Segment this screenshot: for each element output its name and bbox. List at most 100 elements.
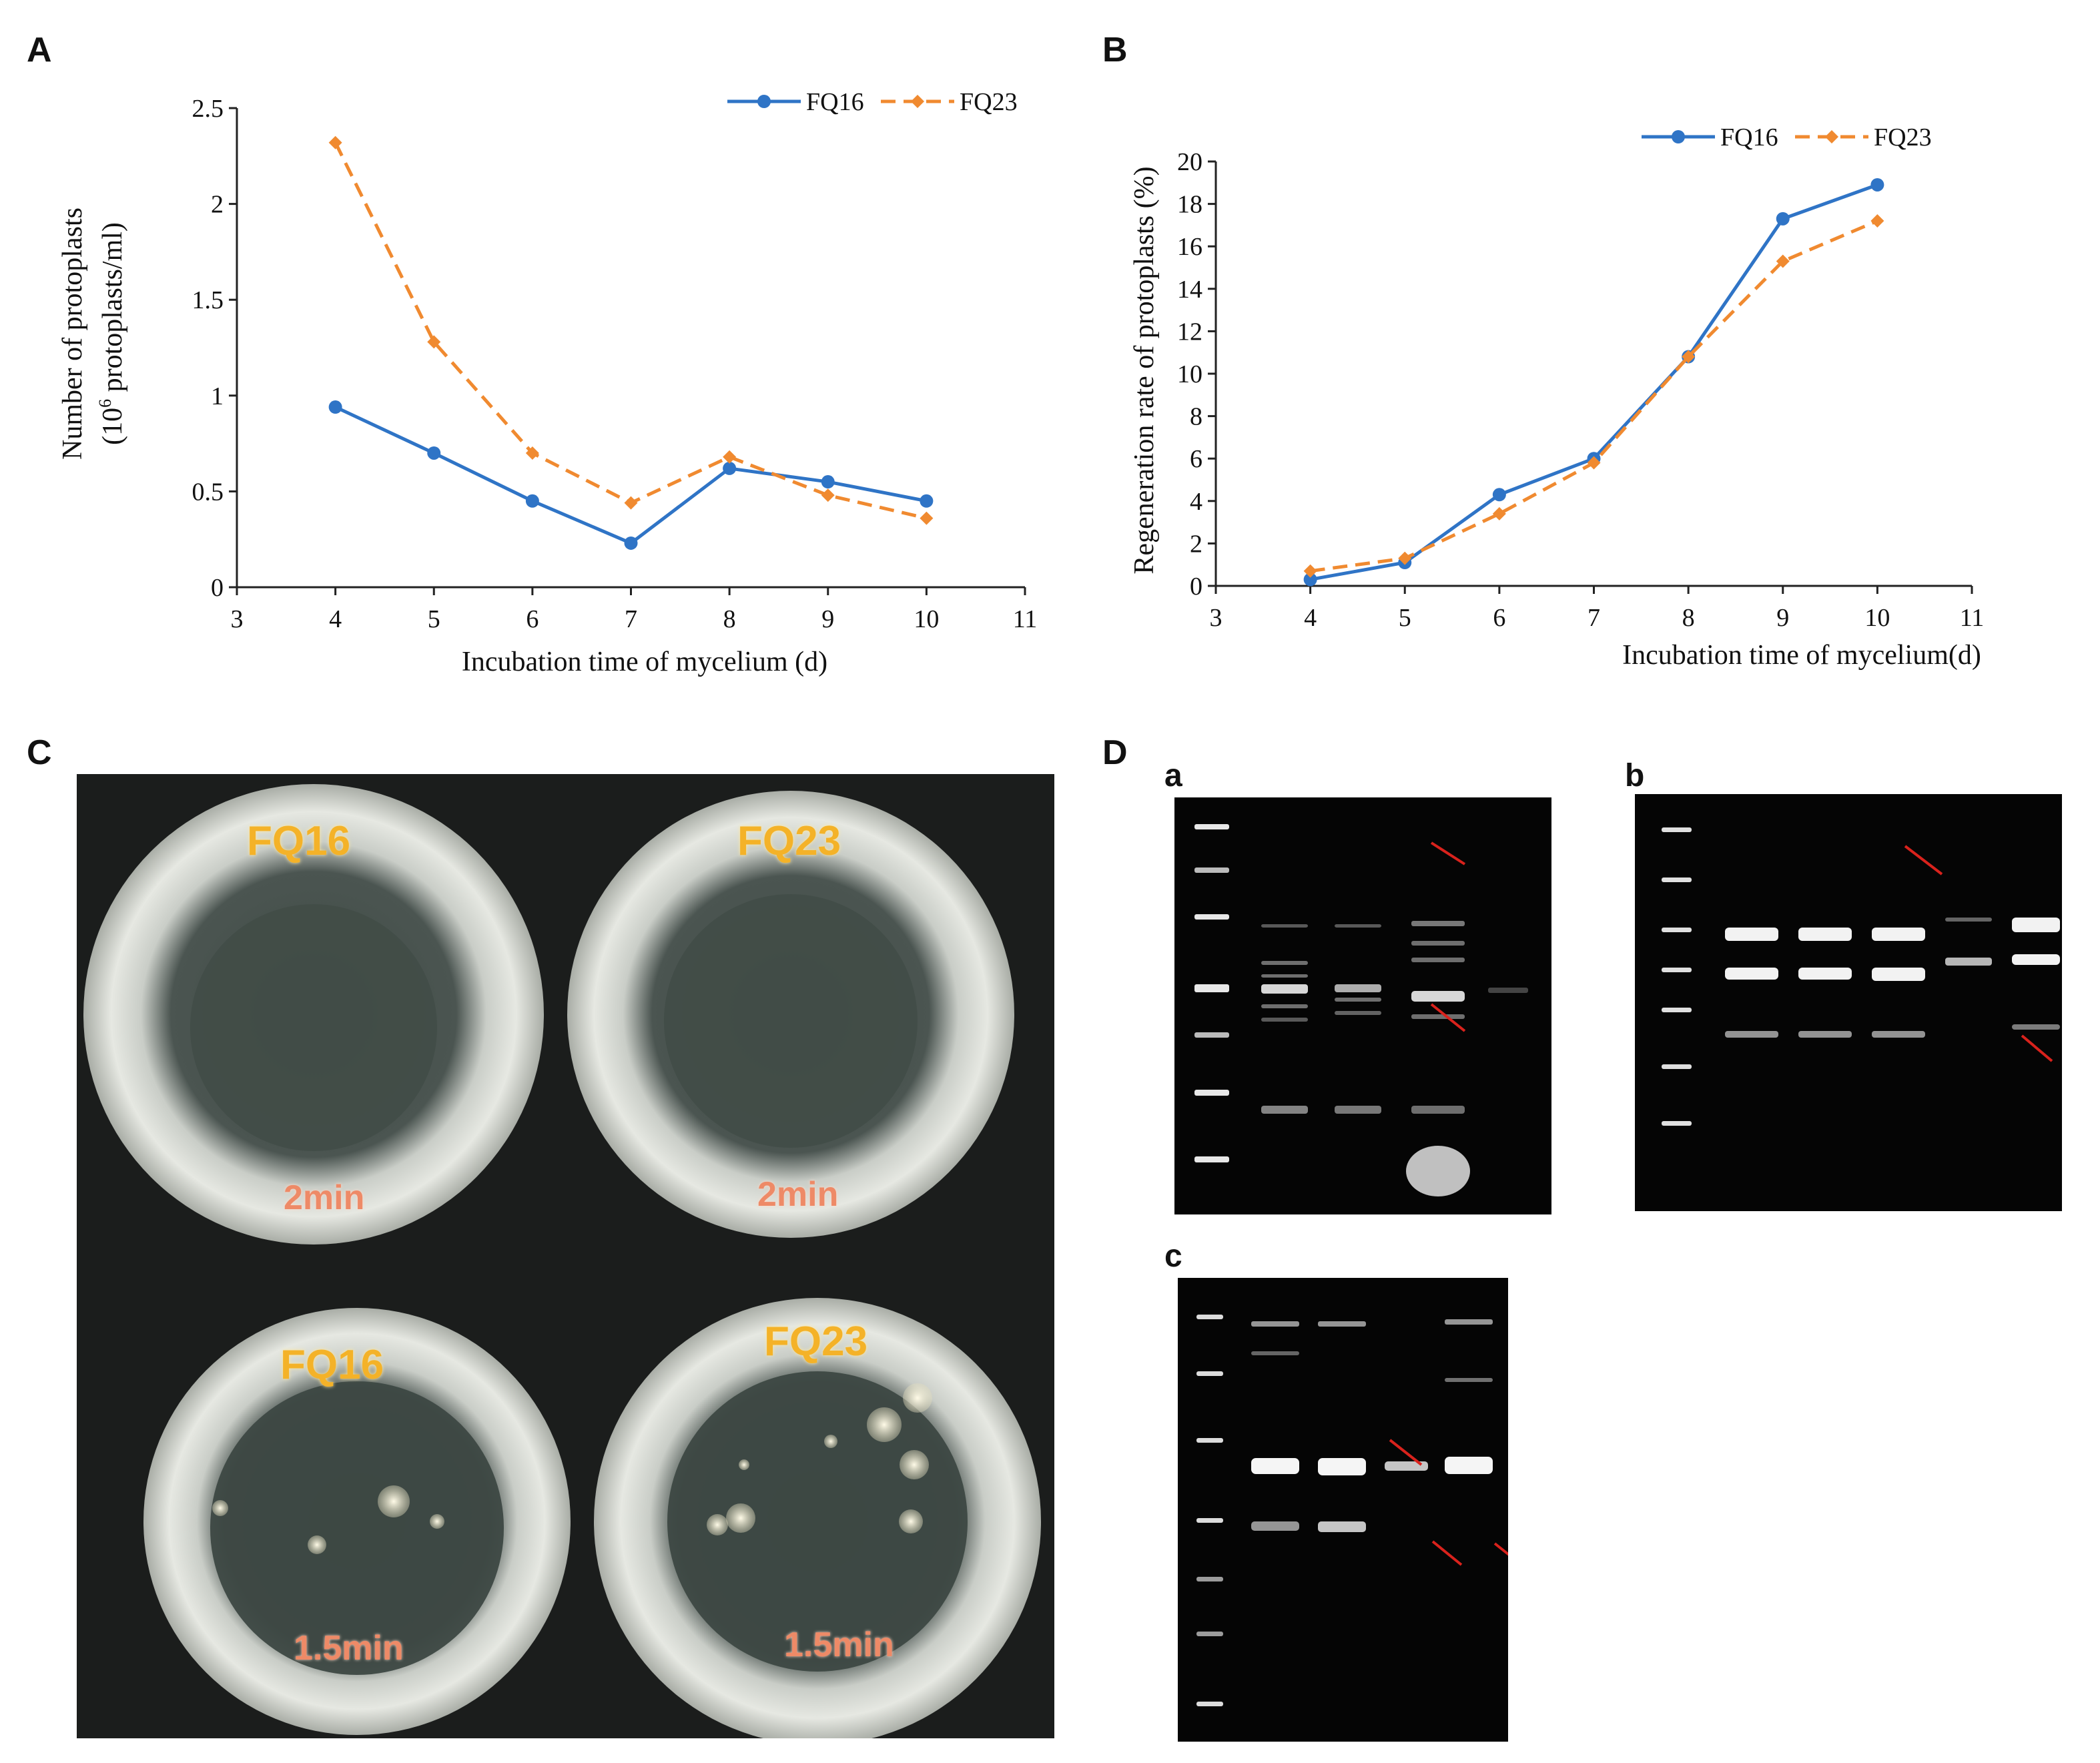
- dish-bottom-left: [143, 1308, 571, 1735]
- gel-label-a: a: [1164, 758, 1182, 793]
- dish-label-2: FQ23: [737, 818, 841, 864]
- x-tick-label: 10: [914, 605, 939, 633]
- data-point-fq16: [1870, 178, 1884, 192]
- series-line-fq23: [334, 141, 927, 520]
- chart-b-ylabel: Regeneration rate of protoplasts (%): [1129, 166, 1160, 574]
- gel-image-c: [1178, 1278, 1508, 1742]
- y-tick-label: 0.5: [192, 478, 224, 506]
- data-point-fq23: [1587, 456, 1601, 470]
- data-point-fq16: [1303, 573, 1317, 587]
- data-point-fq16: [920, 494, 934, 508]
- data-point-fq16: [821, 475, 835, 489]
- legend-marker: [757, 95, 771, 108]
- y-tick-label: 2: [211, 191, 224, 219]
- chart-a-ylabel: Number of protoplasts: [57, 208, 88, 460]
- data-point-fq23: [624, 496, 638, 510]
- data-point-fq23: [1870, 214, 1884, 228]
- data-point-fq23: [1492, 506, 1506, 520]
- data-point-fq23: [1776, 254, 1790, 268]
- legend-marker: [1672, 130, 1685, 143]
- time-label-3: 1.5min: [294, 1629, 404, 1668]
- legend-label-fq23: FQ23: [1874, 123, 1932, 151]
- y-tick-label: 20: [1177, 148, 1202, 176]
- x-tick-label: 4: [1304, 604, 1317, 632]
- y-tick-label: 16: [1177, 233, 1202, 261]
- dish-label-1: FQ16: [247, 818, 351, 864]
- x-tick-label: 3: [1210, 604, 1222, 632]
- time-label-4: 1.5min: [784, 1626, 894, 1664]
- x-tick-label: 3: [231, 605, 244, 633]
- series-line-fq16: [334, 405, 927, 545]
- x-tick-label: 4: [329, 605, 342, 633]
- chart-b-xlabel: Incubation time of mycelium(d): [1622, 640, 1981, 671]
- data-point-fq23: [1398, 551, 1412, 565]
- y-tick-label: 2: [1190, 530, 1202, 558]
- x-tick-label: 11: [1960, 604, 1985, 632]
- data-point-fq23: [821, 488, 835, 502]
- data-point-fq16: [328, 400, 342, 414]
- data-point-fq23: [920, 511, 934, 525]
- y-tick-label: 10: [1177, 360, 1202, 388]
- dish-label-3: FQ16: [280, 1342, 384, 1388]
- x-tick-label: 5: [428, 605, 440, 633]
- dish-top-left: [83, 784, 544, 1245]
- dish-bottom-right: [594, 1298, 1041, 1738]
- y-tick-label: 6: [1190, 445, 1202, 473]
- time-label-1: 2min: [284, 1178, 365, 1217]
- x-tick-label: 7: [625, 605, 637, 633]
- y-tick-label: 14: [1177, 276, 1202, 304]
- data-point-fq23: [328, 135, 342, 149]
- time-label-2: 2min: [757, 1175, 839, 1214]
- data-point-fq16: [525, 494, 539, 508]
- gel-image-a: [1174, 797, 1551, 1214]
- x-tick-label: 8: [723, 605, 736, 633]
- panel-label-c: C: [27, 733, 52, 772]
- legend-label-fq16: FQ16: [1720, 123, 1778, 151]
- x-tick-label: 6: [1493, 604, 1505, 632]
- gel-label-b: b: [1625, 758, 1645, 793]
- panel-label-a: A: [27, 31, 52, 69]
- dish-label-4: FQ23: [764, 1319, 868, 1365]
- data-point-fq23: [1303, 564, 1317, 578]
- panel-label-b: B: [1102, 31, 1128, 69]
- data-point-fq23: [723, 450, 737, 464]
- y-tick-label: 8: [1190, 403, 1202, 431]
- series-line-fq23: [1310, 219, 1878, 573]
- x-tick-label: 7: [1588, 604, 1600, 632]
- y-tick-label: 1.5: [192, 286, 224, 314]
- y-tick-label: 0: [211, 574, 224, 602]
- dish-top-right: [567, 791, 1014, 1238]
- x-tick-label: 10: [1864, 604, 1890, 632]
- data-point-fq23: [427, 335, 441, 349]
- y-tick-label: 4: [1190, 488, 1202, 516]
- data-point-fq23: [525, 446, 539, 460]
- legend-marker: [911, 95, 924, 108]
- legend-label-fq23: FQ23: [960, 88, 1018, 116]
- y-tick-label: 0: [1190, 573, 1202, 601]
- x-tick-label: 11: [1013, 605, 1038, 633]
- data-point-fq16: [624, 536, 638, 550]
- chart-a-ylabel-units: (106 protoplasts/ml): [95, 222, 128, 445]
- y-tick-label: 18: [1177, 191, 1202, 219]
- data-point-fq23: [1682, 350, 1696, 364]
- data-point-fq16: [1776, 212, 1790, 226]
- legend-marker: [1825, 130, 1838, 143]
- x-tick-label: 9: [1776, 604, 1789, 632]
- x-tick-label: 6: [526, 605, 539, 633]
- data-point-fq16: [723, 461, 737, 475]
- data-point-fq16: [1492, 488, 1506, 502]
- gel-image-b: [1635, 794, 2062, 1211]
- petri-dish-photo: FQ16 FQ23 FQ16 FQ23 2min 2min 1.5min 1.5…: [77, 774, 1054, 1738]
- legend-label-fq16: FQ16: [806, 88, 864, 116]
- x-tick-label: 5: [1399, 604, 1411, 632]
- x-tick-label: 9: [821, 605, 834, 633]
- chart-a: 0 0.5 1 1.5 2 2.5 3 4 5 6 7 8 9 10 11 FQ16 FQ23 Incubat…: [57, 88, 1038, 677]
- chart-b: 0 2 4 6 8 10 12 14 16 18 20 3 4 5 6 7 8 9 10 11 FQ16 FQ23 In…: [1129, 123, 1985, 671]
- x-tick-label: 8: [1682, 604, 1695, 632]
- panel-label-d: D: [1102, 733, 1128, 772]
- chart-a-xlabel: Incubation time of mycelium (d): [462, 647, 827, 677]
- y-tick-label: 1: [211, 382, 224, 410]
- series-line-fq16: [1310, 183, 1878, 581]
- y-tick-label: 12: [1177, 318, 1202, 346]
- data-point-fq16: [427, 446, 441, 460]
